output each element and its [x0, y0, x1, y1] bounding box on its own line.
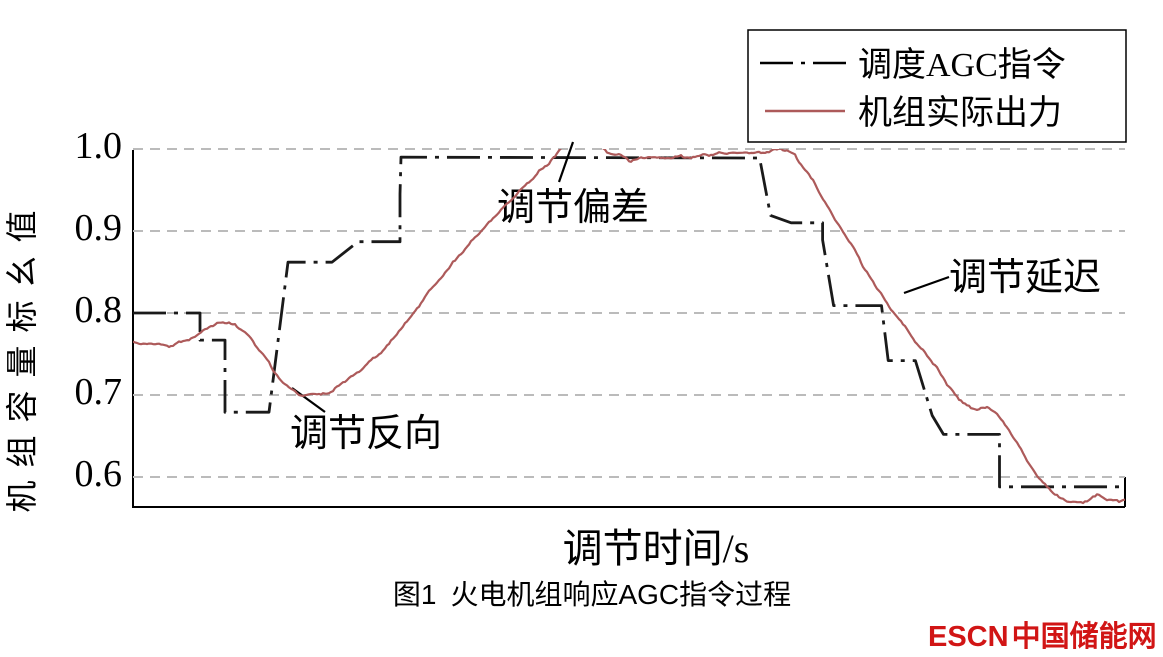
svg-text:0.7: 0.7 — [75, 371, 123, 413]
svg-text:0.8: 0.8 — [75, 289, 123, 331]
svg-text:机组容量标幺值: 机组容量标幺值 — [4, 197, 40, 512]
svg-text:0.6: 0.6 — [75, 453, 123, 495]
svg-text:调度AGC指令: 调度AGC指令 — [858, 46, 1066, 84]
svg-text:调节反向: 调节反向 — [290, 413, 442, 455]
svg-text:调节时间/s: 调节时间/s — [563, 526, 750, 571]
svg-text:调节偏差: 调节偏差 — [497, 187, 649, 229]
svg-text:0.9: 0.9 — [75, 207, 123, 249]
svg-text:调节延迟: 调节延迟 — [949, 257, 1101, 299]
svg-text:1.0: 1.0 — [75, 125, 123, 167]
svg-text:图1 火电机组响应AGC指令过程: 图1 火电机组响应AGC指令过程 — [393, 579, 791, 610]
svg-text:机组实际出力: 机组实际出力 — [858, 94, 1062, 132]
